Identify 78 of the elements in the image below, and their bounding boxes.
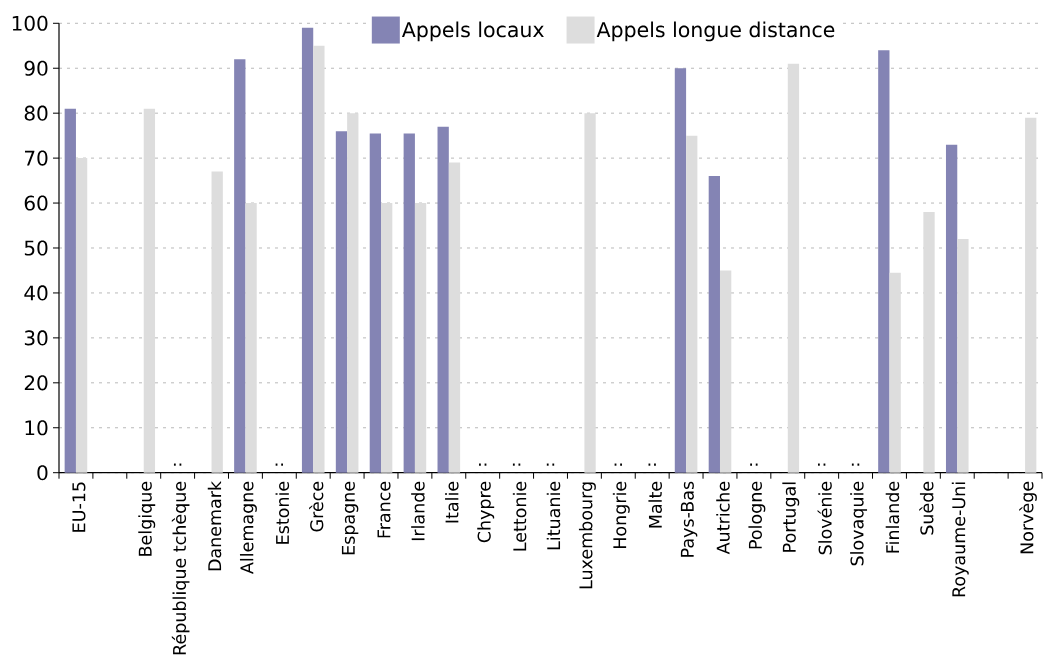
y-tick-label: 40 <box>24 285 48 301</box>
x-tick-label: Espagne <box>341 481 359 555</box>
bar <box>1025 117 1037 473</box>
bar <box>347 113 359 473</box>
x-tick-label: Grèce <box>309 481 324 532</box>
bar <box>335 131 348 473</box>
bar <box>369 133 382 473</box>
y-tick-label: 0 <box>37 465 48 481</box>
y-tick-label: 10 <box>25 420 48 436</box>
x-tick-label: Suède <box>919 481 934 535</box>
x-tick-label: Danemark <box>207 480 222 571</box>
x-tick-label: Autriche <box>716 481 730 555</box>
x-tick-label: Slovaquie <box>850 481 868 566</box>
annotation: .. <box>614 463 622 466</box>
y-tick-label: 60 <box>24 195 48 211</box>
bar <box>719 270 732 473</box>
x-tick-label: Pays-Bas <box>680 481 698 557</box>
x-tick-label: EU-15 <box>72 482 86 532</box>
bar <box>957 239 969 473</box>
y-tick-label: 30 <box>24 330 48 346</box>
x-tick-label: Royaume-Uni <box>951 482 969 597</box>
y-tick-label: 100 <box>12 15 48 31</box>
annotation: .. <box>546 463 555 466</box>
annotation: .. <box>817 463 826 466</box>
x-tick-label: Chypre <box>477 481 495 543</box>
y-tick-label: 80 <box>24 105 48 121</box>
legend-label: Appels locaux <box>401 21 544 42</box>
x-tick-label: Pologne <box>748 481 766 549</box>
x-tick-label: Irlande <box>411 481 425 541</box>
x-tick-label: France <box>377 481 391 538</box>
annotation: .. <box>750 463 758 466</box>
x-tick-label: Portugal <box>782 482 800 552</box>
x-tick-label: Luxembourg <box>578 482 596 589</box>
bar <box>313 45 325 473</box>
bar <box>674 68 687 473</box>
bar <box>878 50 890 473</box>
bar <box>708 176 720 473</box>
bar <box>234 59 246 473</box>
y-tick-label: 20 <box>24 375 48 391</box>
annotation: .. <box>648 463 656 466</box>
bar <box>64 108 76 473</box>
legend-label: Appels longue distance <box>596 21 835 42</box>
x-tick-label: Malte <box>648 481 662 528</box>
bar <box>381 203 393 473</box>
bar <box>686 135 698 473</box>
bar <box>945 144 958 473</box>
bar <box>211 171 223 473</box>
x-tick-label: Lituanie <box>546 481 561 550</box>
bar <box>403 133 415 473</box>
annotation: .. <box>851 463 860 466</box>
y-tick-label: 50 <box>24 240 48 256</box>
x-tick-label: Slovénie <box>817 481 832 555</box>
bar <box>787 63 800 473</box>
bar <box>584 113 596 473</box>
bar <box>301 27 314 473</box>
bar <box>437 126 449 473</box>
bar <box>923 212 935 473</box>
bar <box>889 272 901 473</box>
x-tick-label: Allemagne <box>239 481 257 574</box>
x-tick-label: Estonie <box>275 481 290 544</box>
x-tick-label: Italie <box>445 481 459 523</box>
annotation: .. <box>512 463 521 466</box>
x-tick-label: Lettonie <box>512 481 527 551</box>
annotation: .. <box>479 463 487 466</box>
bar <box>414 203 427 473</box>
x-tick-label: Finlande <box>885 481 900 553</box>
x-tick-label: Belgique <box>138 481 156 556</box>
y-tick-label: 70 <box>24 150 48 166</box>
bar <box>245 203 257 473</box>
bar <box>143 108 156 473</box>
bar <box>448 162 461 473</box>
annotation: .. <box>275 463 283 466</box>
x-tick-label: Hongrie <box>612 481 630 549</box>
annotation: .. <box>173 463 182 466</box>
y-tick-label: 90 <box>24 60 48 76</box>
x-tick-label: République tchèque <box>171 481 190 655</box>
bar <box>75 158 88 473</box>
x-tick-label: Norvège <box>1019 481 1037 554</box>
